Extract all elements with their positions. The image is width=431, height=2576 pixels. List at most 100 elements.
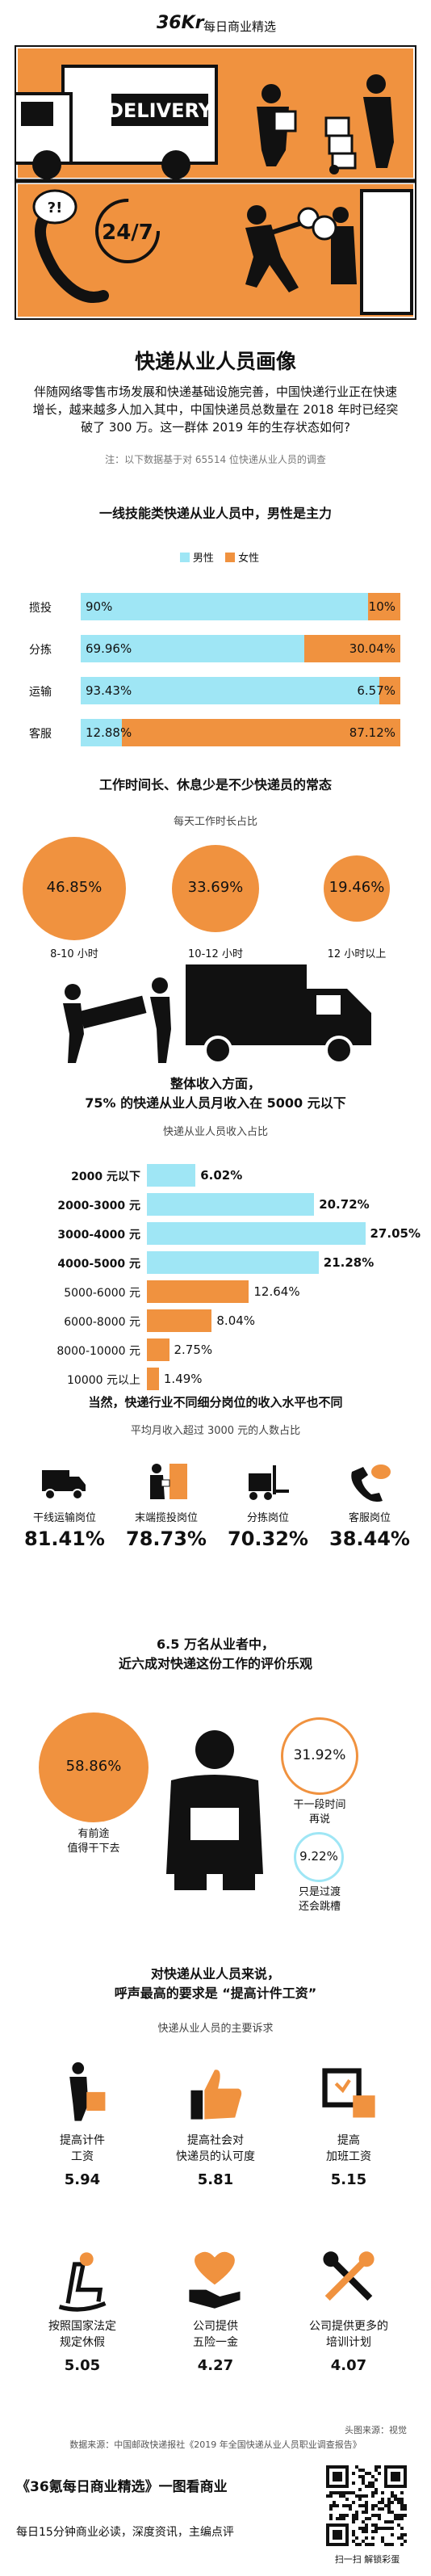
income-value: 1.49% [163, 1372, 203, 1386]
income-value: 6.02% [200, 1168, 243, 1183]
gender-bar-male [81, 635, 305, 662]
thumbs-up-icon [155, 2061, 276, 2129]
income-bar [147, 1280, 249, 1303]
footer-title: 《36氪每日商业精选》一图看商业 [16, 2479, 228, 2495]
income-bar [147, 1164, 196, 1187]
intro-text: 伴随网络零售市场发展和快递基础设施完善，中国快递行业正在快速增长，越来越多人加入… [32, 385, 399, 435]
demand-label: 提高社会对 快递员的认可度 [176, 2134, 255, 2163]
data-source: 数据来源：中国邮政快递报社《2019 年全国快递从业人员职业调查报告》 [69, 2439, 362, 2450]
header-credit: 头图来源：视觉 [345, 2425, 407, 2435]
demand-value: 4.27 [197, 2357, 234, 2374]
wait-label: 干一段时间 再说 [293, 1799, 346, 1826]
hours-subtitle: 每天工作时长占比 [173, 816, 257, 828]
demand-item: 提高 加班工资 5.15 [288, 2061, 409, 2188]
gender-bar: 69.96% 30.04% [81, 635, 400, 662]
job-value: 70.32% [228, 1528, 308, 1550]
gender-male-label: 69.96% [86, 641, 132, 656]
page-title: 快递从业人员画像 [134, 350, 296, 373]
brand-bar: 36Kr 每日商业精选 [0, 0, 431, 50]
courier-figure-icon [166, 1730, 263, 1890]
income-bar [147, 1309, 212, 1332]
income-row: 8000-10000 元 2.75% [0, 1338, 431, 1362]
hours-title: 工作时间长、休息少是不少快递员的常态 [98, 777, 332, 792]
loading-truck-illustration [63, 964, 371, 1065]
income-category: 5000-6000 元 [64, 1287, 140, 1300]
gender-female-label: 87.12% [349, 725, 395, 740]
gender-row: 揽投 90% 10% [29, 593, 400, 620]
rocking-chair-icon [22, 2247, 143, 2315]
income-title-2: 75% 的快递从业人员月收入在 5000 元以下 [85, 1095, 346, 1111]
evaluation-title: 6.5 万名从业者中， [157, 1637, 274, 1652]
gender-category: 揽投 [29, 602, 52, 615]
survey-note: 注：以下数据基于对 65514 位快递从业人员的调查 [105, 454, 326, 465]
demand-value: 5.94 [64, 2171, 101, 2188]
income-row: 5000-6000 元 12.64% [0, 1280, 431, 1304]
qr-code-icon[interactable] [326, 2465, 407, 2546]
income-category: 10000 元以上 [67, 1374, 140, 1387]
delivery-truck-icon: DELIVERY [15, 65, 218, 179]
clock-24-7-icon: 24/7 [95, 199, 160, 263]
door-receiver-icon [312, 189, 413, 315]
hours-category: 12 小时以上 [327, 948, 387, 960]
clock-text: 24/7 [102, 221, 153, 245]
tools-icon [288, 2247, 409, 2315]
demand-item: 提高社会对 快递员的认可度 5.81 [155, 2061, 276, 2188]
qr-caption: 扫一扫 解锁彩蛋 [334, 2554, 400, 2565]
income-bar [147, 1193, 315, 1216]
gender-male-label: 90% [86, 599, 113, 614]
gender-bar-male [81, 677, 379, 704]
income-value: 21.28% [323, 1255, 375, 1270]
gender-bar-female [304, 635, 400, 662]
income-value: 8.04% [216, 1313, 256, 1328]
income-value: 20.72% [319, 1197, 370, 1212]
demand-item: 按照国家法定 规定休假 5.05 [22, 2247, 143, 2374]
gender-bar: 90% 10% [81, 593, 400, 620]
hours-category: 8-10 小时 [50, 948, 98, 960]
income-row: 4000-5000 元 21.28% [0, 1250, 431, 1275]
phone-bubble-icon: ?! [32, 189, 109, 303]
demand-value: 4.07 [330, 2357, 367, 2374]
gender-category: 分拣 [29, 644, 52, 657]
piece-wage-icon [22, 2061, 143, 2129]
demand-label: 提高 加班工资 [326, 2134, 371, 2163]
income-category: 3000-4000 元 [57, 1229, 140, 1242]
hours-value: 19.46% [328, 878, 385, 896]
bubble-text: ?! [48, 200, 63, 216]
income-value: 2.75% [174, 1343, 213, 1357]
evaluation-title-2: 近六成对快递这份工作的评价乐观 [118, 1656, 312, 1671]
gender-category: 客服 [29, 728, 52, 741]
wait-value: 31.92% [293, 1747, 346, 1763]
gender-bar: 12.88% 87.12% [81, 719, 400, 746]
demand-label: 公司提供 五险一金 [193, 2320, 238, 2349]
wait-bubble: 31.92% [281, 1717, 358, 1795]
insurance-icon [155, 2247, 276, 2315]
gender-male-label: 12.88% [86, 725, 132, 740]
gender-row: 分拣 69.96% 30.04% [29, 635, 400, 662]
demand-item: 公司提供 五险一金 4.27 [155, 2247, 276, 2374]
truck-cargo [186, 964, 307, 1045]
hours-bubble: 46.85% [23, 837, 126, 940]
truck-icon [16, 1462, 113, 1506]
gender-bar-female [122, 719, 400, 746]
demand-value: 5.81 [197, 2171, 234, 2188]
income-bar [147, 1251, 319, 1274]
demand-value: 5.05 [64, 2357, 101, 2374]
truck-text: DELIVERY [107, 99, 213, 122]
phone-icon [321, 1462, 418, 1506]
job-item: 分拣岗位 70.32% [220, 1462, 316, 1550]
legend-male: 男性 [192, 553, 214, 565]
demand-label: 按照国家法定 规定休假 [48, 2320, 116, 2349]
job-item: 客服岗位 38.44% [321, 1462, 418, 1550]
hours-value: 33.69% [187, 878, 244, 896]
legend-swatch-male [179, 553, 190, 562]
demands-title-2: 呼声最高的要求是 “提高计件工资” [114, 1986, 317, 2001]
demand-label: 公司提供更多的 培训计划 [309, 2320, 388, 2349]
job-label: 干线运输岗位 [32, 1512, 96, 1524]
optimistic-label: 有前途 值得干下去 [67, 1828, 120, 1855]
job-label: 分拣岗位 [246, 1512, 289, 1524]
gender-bar-male [81, 719, 122, 746]
job-label: 客服岗位 [348, 1512, 391, 1524]
demand-label: 提高计件 工资 [60, 2134, 105, 2163]
gender-title: 一线技能类快递从业人员中，男性是主力 [98, 506, 332, 521]
optimistic-value: 58.86% [65, 1758, 122, 1775]
